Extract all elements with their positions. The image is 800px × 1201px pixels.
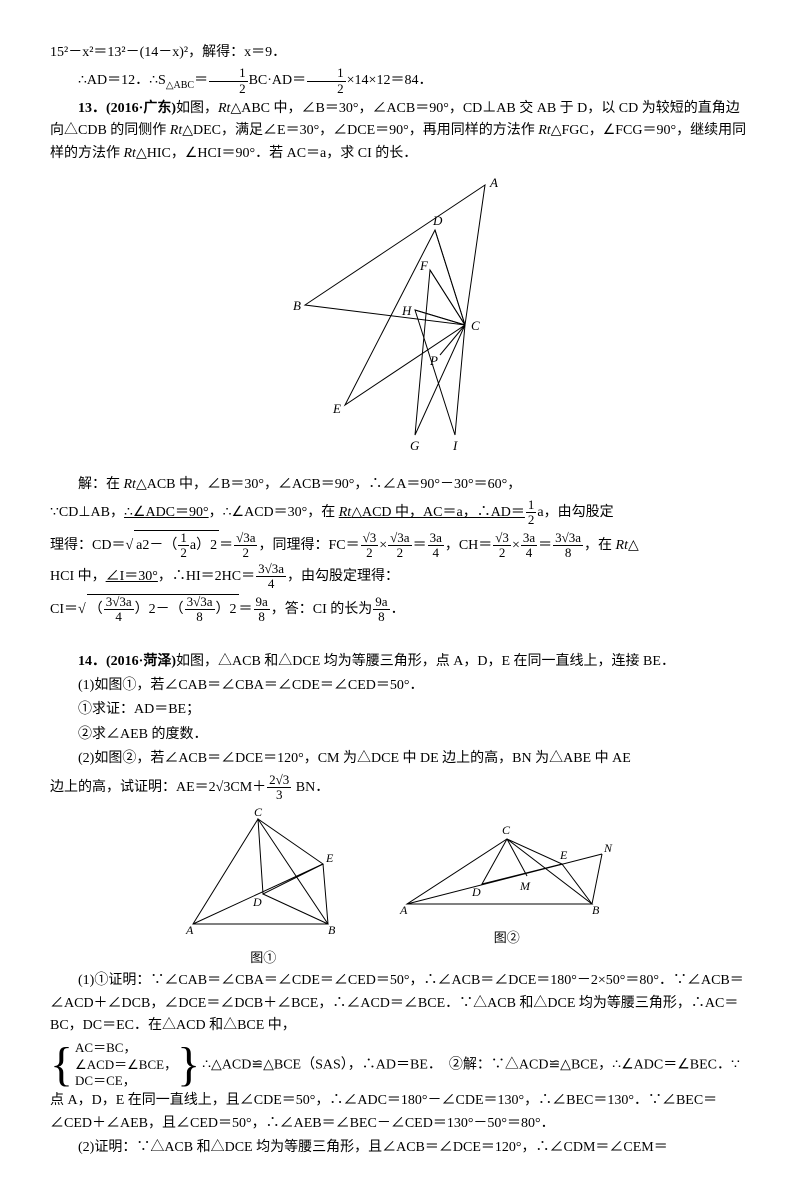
text-line: (1)如图①，若∠CAB＝∠CBA＝∠CDE＝∠CED＝50°． <box>50 675 750 697</box>
text-line: (2)如图②，若∠ACB＝∠DCE＝120°，CM 为△DCE 中 DE 边上的… <box>50 748 750 770</box>
svg-text:E: E <box>332 401 341 416</box>
brace-system: { AC＝BC， ∠ACD＝∠BCE， DC＝CE， }∴△ACD≌△BCE（S… <box>50 1040 750 1135</box>
svg-text:C: C <box>502 823 511 837</box>
svg-text:B: B <box>293 298 301 313</box>
text-line: 15²－x²＝13²－(14－x)²，解得：x＝9． <box>50 42 750 64</box>
svg-text:E: E <box>559 848 568 862</box>
svg-text:I: I <box>452 438 458 453</box>
svg-text:D: D <box>471 885 481 899</box>
svg-text:P: P <box>429 353 438 368</box>
svg-text:M: M <box>519 879 531 893</box>
problem-14: 14．(2016·菏泽)如图，△ACB 和△DCE 均为等腰三角形，点 A，D，… <box>50 651 750 673</box>
text-line: ①求证：AD＝BE； <box>50 699 750 721</box>
svg-text:B: B <box>328 923 336 937</box>
text-line: ∴AD＝12．∴S△ABC＝12BC·AD＝12×14×12＝84． <box>50 66 750 96</box>
solution-line: CI＝（3√3a4）2－（3√3a8）2＝9a8，答：CI 的长为9a8． <box>50 594 750 625</box>
text-line: 边上的高，试证明：AE＝2√3CM＋2√33 BN． <box>50 773 750 803</box>
svg-text:G: G <box>410 438 420 453</box>
svg-text:F: F <box>419 258 429 273</box>
svg-text:D: D <box>252 895 262 909</box>
solution-line: 理得：CD＝a2－（12a）2＝√3a2，同理得：FC＝√32×√3a2＝3a4… <box>50 530 750 561</box>
solution-line: 解：在 Rt△ACB 中，∠B＝30°，∠ACB＝90°，∴∠A＝90°－30°… <box>50 474 750 496</box>
text-line: ②求∠AEB 的度数． <box>50 724 750 746</box>
proof-2: (2)证明：∵△ACB 和△DCE 均为等腰三角形，且∠ACB＝∠DCE＝120… <box>50 1137 750 1159</box>
svg-text:C: C <box>254 805 263 819</box>
solution-line: HCI 中，∠I＝30°，∴HI＝2HC＝3√3a4，由勾股定理得： <box>50 562 750 592</box>
solution-line: ∵CD⊥AB，∴∠ADC＝90°，∴∠ACD＝30°，在 Rt△ACD 中，AC… <box>50 498 750 528</box>
svg-text:H: H <box>401 303 412 318</box>
problem-13: 13．(2016·广东)如图，Rt△ABC 中，∠B＝30°，∠ACB＝90°，… <box>50 98 750 165</box>
svg-text:C: C <box>471 318 480 333</box>
svg-text:B: B <box>592 903 600 917</box>
svg-text:A: A <box>185 923 194 937</box>
svg-text:D: D <box>432 213 443 228</box>
figure-row: A B C D E 图① A B C D M <box>50 804 750 968</box>
svg-text:E: E <box>325 851 334 865</box>
figure-2b: A B C D M E N 图② <box>392 804 622 948</box>
figure-2a: A B C D E 图① <box>178 804 348 968</box>
figure-1: A B C D F H E G I P <box>50 175 750 463</box>
svg-text:N: N <box>603 841 613 855</box>
proof-1: (1)①证明：∵∠CAB＝∠CBA＝∠CDE＝∠CED＝50°，∴∠ACB＝∠D… <box>50 970 750 1037</box>
svg-text:A: A <box>399 903 408 917</box>
svg-text:A: A <box>489 175 498 190</box>
